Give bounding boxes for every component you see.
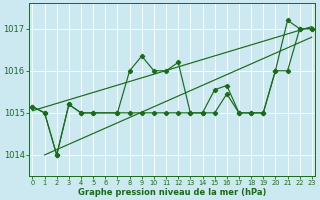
X-axis label: Graphe pression niveau de la mer (hPa): Graphe pression niveau de la mer (hPa): [78, 188, 266, 197]
